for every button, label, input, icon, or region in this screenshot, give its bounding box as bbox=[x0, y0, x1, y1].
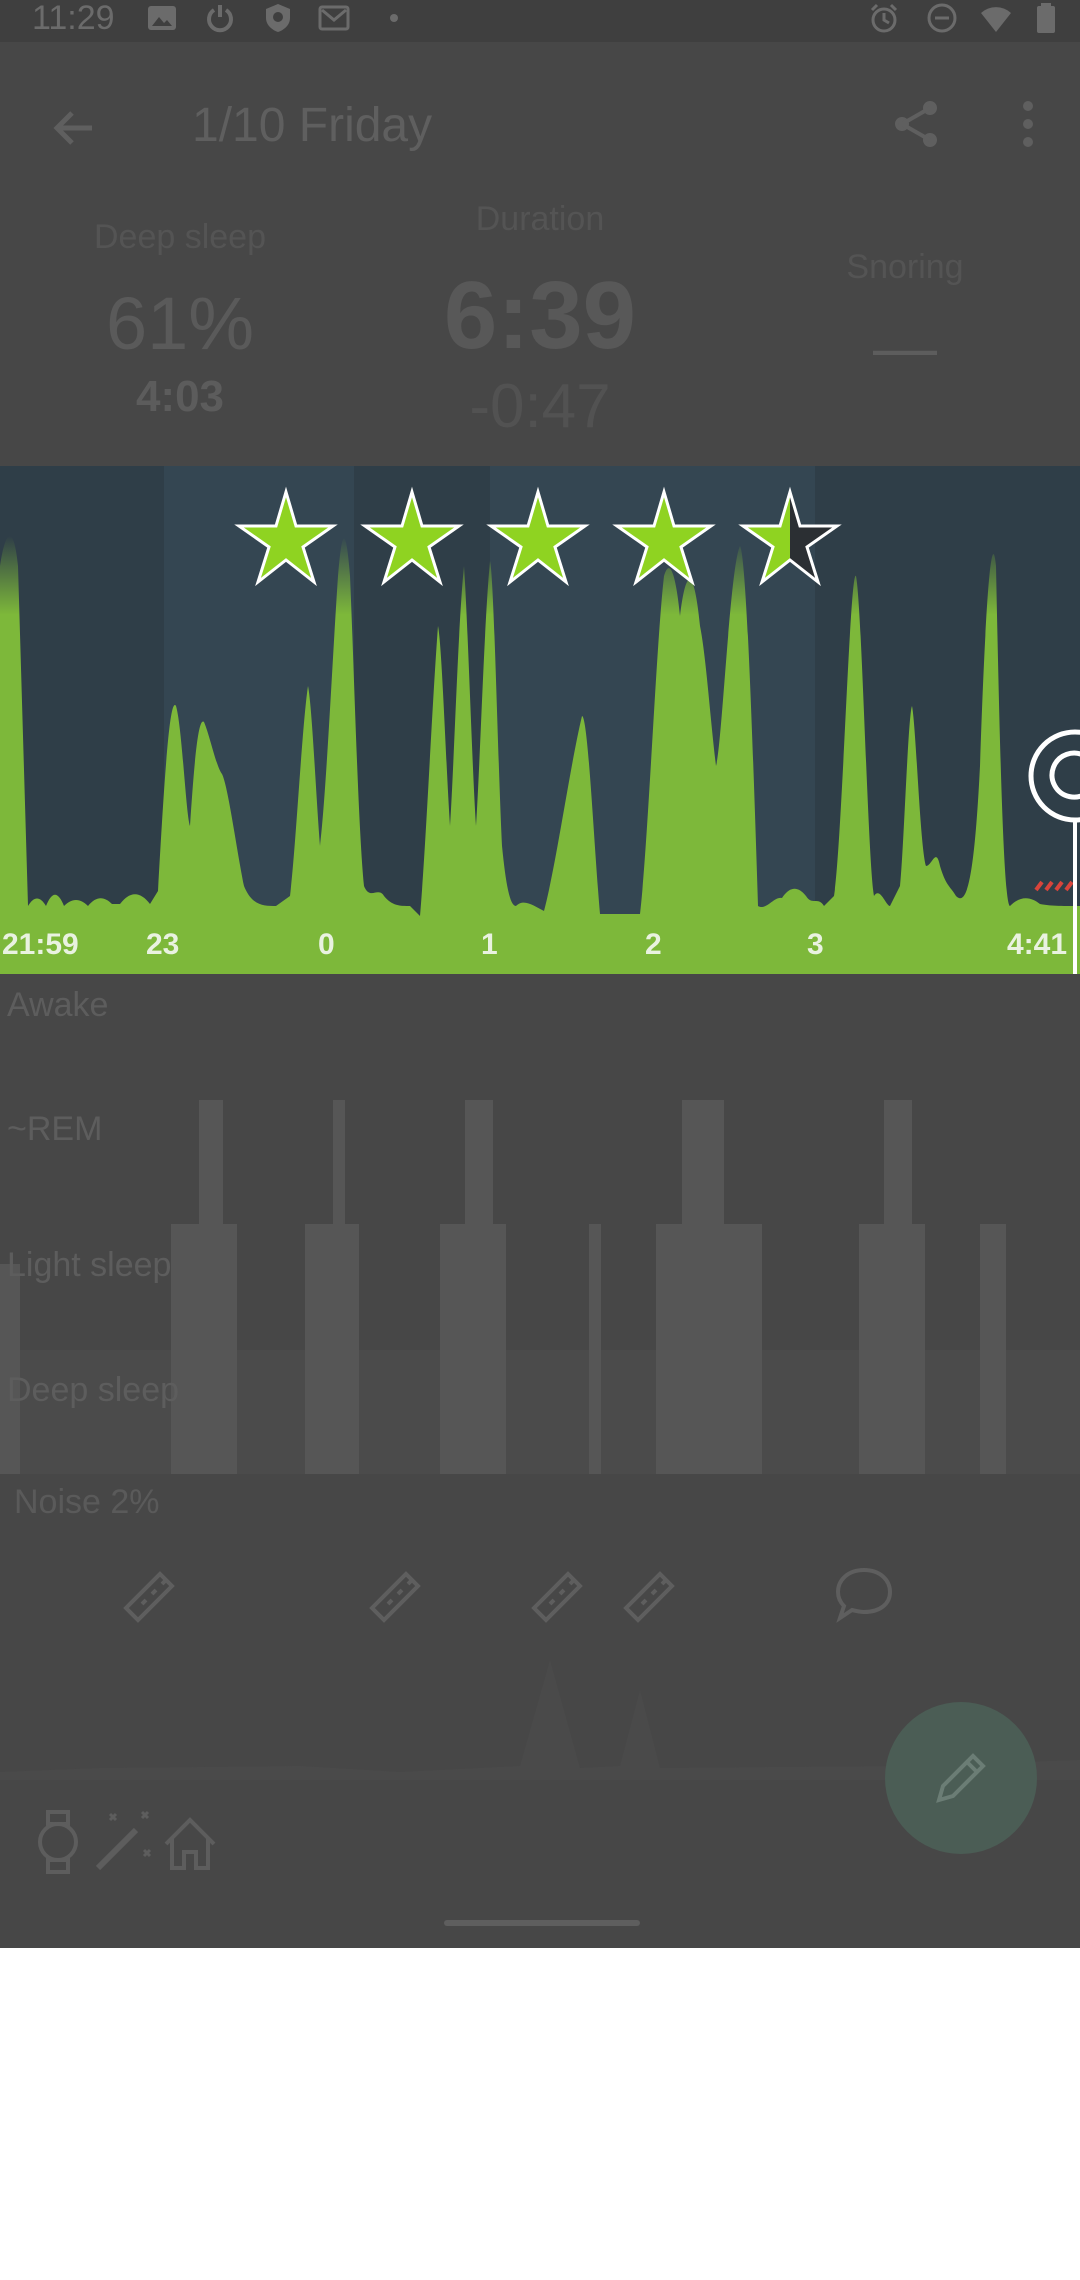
share-icon[interactable] bbox=[890, 98, 942, 150]
x-tick-label: 2 bbox=[645, 928, 662, 961]
half-star-icon[interactable] bbox=[738, 486, 842, 587]
star-icon[interactable] bbox=[612, 486, 716, 587]
phase-label-deep: Deep sleep bbox=[7, 1371, 180, 1409]
star-icon[interactable] bbox=[360, 486, 464, 587]
mail-icon bbox=[318, 5, 350, 31]
magic-wand-icon[interactable] bbox=[92, 1810, 156, 1874]
sleep-detail-screen: 11:29 1/10 Friday Deep sleep 61% 4:03 Du… bbox=[0, 0, 1080, 1948]
clock-handle-icon[interactable] bbox=[1028, 729, 1080, 823]
snore-marker bbox=[1034, 880, 1074, 892]
x-tick-label: 23 bbox=[146, 928, 180, 961]
x-tick-label: 21:59 bbox=[2, 928, 79, 961]
speech-bubble-icon[interactable] bbox=[835, 1567, 893, 1623]
wifi-icon bbox=[981, 7, 1011, 33]
sleep-graph[interactable] bbox=[0, 466, 1080, 974]
half-star-left bbox=[743, 492, 790, 582]
noise-chart[interactable] bbox=[0, 1540, 1080, 1780]
edit-button[interactable] bbox=[885, 1702, 1037, 1854]
snoring-label: Snoring bbox=[846, 248, 964, 286]
dnd-icon bbox=[927, 3, 957, 33]
x-tick-label: 0 bbox=[318, 928, 335, 961]
noise-label: Noise 2% bbox=[14, 1483, 160, 1521]
alarm-icon bbox=[870, 3, 898, 33]
x-tick-label: 1 bbox=[481, 928, 498, 961]
saw-icon[interactable] bbox=[623, 1571, 675, 1623]
deep-sleep-percent: 61% bbox=[105, 282, 255, 365]
clock-hand bbox=[1049, 750, 1080, 800]
gesture-nav-bar[interactable] bbox=[444, 1920, 640, 1926]
half-star-right bbox=[790, 492, 837, 582]
deep-sleep-label: Deep sleep bbox=[93, 218, 266, 256]
star-icon[interactable] bbox=[486, 486, 590, 587]
dot-icon bbox=[390, 14, 398, 22]
saw-icon[interactable] bbox=[531, 1571, 583, 1623]
snoring-value: — bbox=[873, 311, 937, 383]
home-icon[interactable] bbox=[162, 1816, 218, 1872]
rating-stars[interactable] bbox=[234, 486, 842, 587]
star-icon[interactable] bbox=[234, 486, 338, 587]
x-tick-label: 3 bbox=[807, 928, 824, 961]
noise-waveform bbox=[0, 1660, 1080, 1780]
phase-label-rem: ~REM bbox=[7, 1110, 103, 1148]
sleep-phase-chart[interactable] bbox=[0, 974, 1080, 1474]
phase-label-light: Light sleep bbox=[7, 1246, 172, 1284]
arrow-back-icon[interactable] bbox=[48, 102, 100, 154]
x-tick-label: 4:41 bbox=[1007, 928, 1068, 961]
status-time: 11:29 bbox=[32, 0, 115, 37]
image-icon bbox=[148, 6, 176, 30]
power-icon bbox=[207, 5, 233, 33]
duration-label: Duration bbox=[475, 200, 605, 238]
sleep-graph-svg bbox=[0, 466, 1080, 974]
duration-value: 6:39 bbox=[443, 262, 637, 369]
movement-area bbox=[0, 536, 1080, 974]
saw-icon[interactable] bbox=[369, 1571, 421, 1623]
phase-label-awake: Awake bbox=[7, 986, 109, 1024]
watch-icon[interactable] bbox=[34, 1810, 82, 1874]
battery-icon bbox=[1037, 3, 1055, 33]
pencil-icon bbox=[936, 1753, 986, 1803]
saw-icon[interactable] bbox=[123, 1571, 175, 1623]
page-title: 1/10 Friday bbox=[192, 99, 433, 152]
more-vert-icon[interactable] bbox=[1010, 98, 1046, 150]
shield-icon bbox=[266, 4, 290, 32]
duration-delta: -0:47 bbox=[469, 372, 611, 441]
deep-sleep-time: 4:03 bbox=[135, 372, 225, 421]
status-bar: 11:29 bbox=[0, 0, 1080, 42]
phase-bars bbox=[0, 1100, 1006, 1474]
